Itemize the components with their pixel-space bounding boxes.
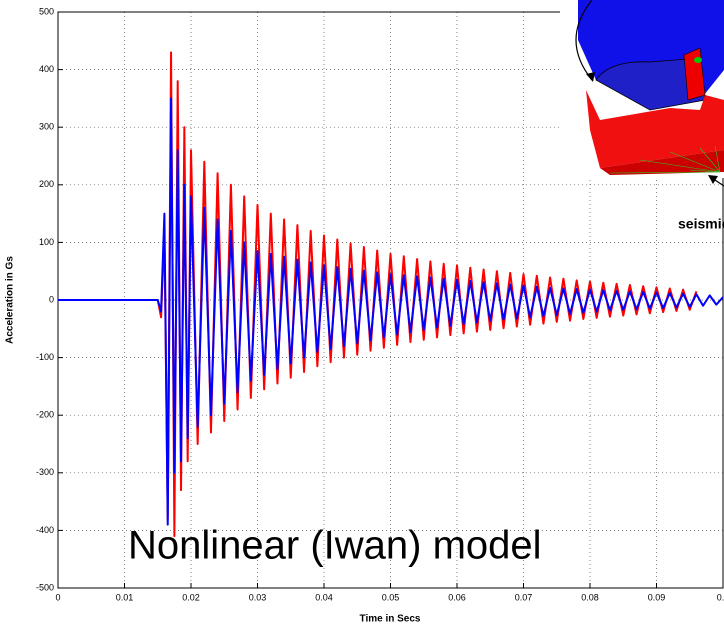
x-tick-label: 0.06	[448, 592, 466, 602]
x-tick-label: 0.04	[315, 592, 333, 602]
annotation: Nonlinear (Iwan) model	[128, 524, 542, 568]
x-axis-label: Time in Secs	[360, 614, 421, 625]
y-axis-label: Acceleration in Gs	[5, 256, 16, 344]
y-tick-label: -400	[36, 525, 54, 535]
y-tick-label: 400	[39, 64, 54, 74]
y-tick-label: 100	[39, 237, 54, 247]
y-tick-label: 200	[39, 179, 54, 189]
y-tick-label: 0	[49, 294, 54, 304]
y-tick-label: -500	[36, 582, 54, 592]
x-tick-label: 0.1	[717, 592, 724, 602]
x-tick-label: 0.01	[116, 592, 134, 602]
x-tick-label: 0.08	[581, 592, 599, 602]
x-tick-label: 0	[55, 592, 60, 602]
x-tick-label: 0.09	[648, 592, 666, 602]
y-tick-label: 300	[39, 122, 54, 132]
x-tick-label: 0.07	[515, 592, 533, 602]
y-tick-label: -300	[36, 467, 54, 477]
annotation: seismic	[678, 216, 724, 232]
page: {"chart_data": { "type": "line", "xlabel…	[0, 0, 724, 627]
inset-illustration	[560, 0, 724, 186]
x-tick-label: 0.02	[182, 592, 200, 602]
y-tick-label: 500	[39, 6, 54, 16]
x-tick-label: 0.03	[249, 592, 267, 602]
y-tick-label: -100	[36, 352, 54, 362]
chart: 0 0.01 0.02 0.03 0.04 0.05 0.06 0.07 0.08 0.09 0.1…	[0, 0, 724, 627]
y-tick-label: -200	[36, 410, 54, 420]
x-tick-label: 0.05	[382, 592, 400, 602]
